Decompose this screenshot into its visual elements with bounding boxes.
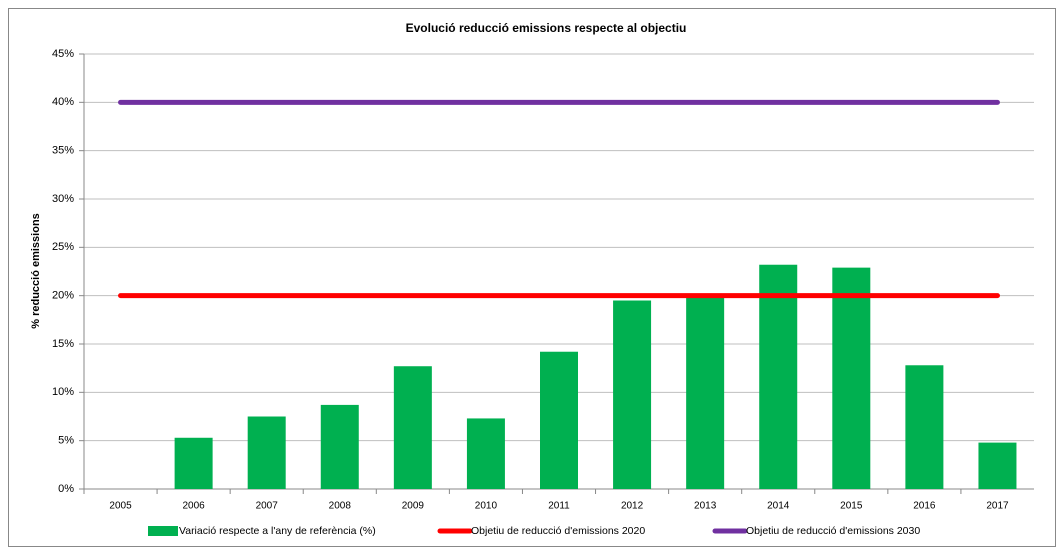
y-tick-label: 30% [52, 193, 74, 205]
bar [613, 300, 652, 489]
bar [466, 418, 505, 489]
x-tick-label: 2008 [329, 501, 352, 512]
legend-label: Objetiu de reducció d'emissions 2020 [471, 525, 645, 537]
bar [320, 404, 359, 489]
x-tick-label: 2016 [913, 501, 936, 512]
y-tick-label: 5% [58, 435, 74, 447]
y-tick-label: 35% [52, 145, 74, 157]
y-tick-label: 45% [52, 48, 74, 60]
bar [174, 437, 213, 489]
legend-label: Objetiu de reducció d'emissions 2030 [746, 525, 920, 537]
bar [978, 442, 1017, 489]
x-tick-label: 2013 [694, 501, 717, 512]
x-tick-label: 2011 [548, 501, 570, 512]
x-tick-label: 2012 [621, 501, 644, 512]
x-tick-label: 2005 [109, 501, 132, 512]
x-tick-label: 2014 [767, 501, 790, 512]
y-tick-label: 15% [52, 338, 74, 350]
chart-title: Evolució reducció emissions respecte al … [406, 21, 687, 35]
y-tick-label: 10% [52, 386, 74, 398]
legend-label: Variació respecte a l'any de referència … [179, 525, 376, 537]
bar [540, 351, 578, 489]
x-tick-label: 2015 [840, 501, 863, 512]
x-tick-label: 2010 [475, 501, 498, 512]
x-tick-label: 2009 [402, 501, 425, 512]
chart-border [8, 8, 1056, 547]
x-tick-label: 2017 [986, 501, 1009, 512]
legend-swatch [148, 526, 178, 536]
y-tick-label: 20% [52, 290, 74, 302]
bar [905, 365, 944, 489]
x-tick-label: 2006 [182, 501, 205, 512]
y-tick-label: 25% [52, 241, 74, 253]
x-tick-label: 2007 [256, 501, 279, 512]
bar [247, 416, 286, 489]
y-tick-label: 40% [52, 96, 74, 108]
y-tick-label: 0% [58, 483, 74, 495]
bar [686, 297, 725, 489]
bar [393, 366, 432, 489]
y-axis-label: % reducció emissions [30, 213, 42, 329]
bar [759, 264, 798, 489]
bar [832, 267, 871, 489]
